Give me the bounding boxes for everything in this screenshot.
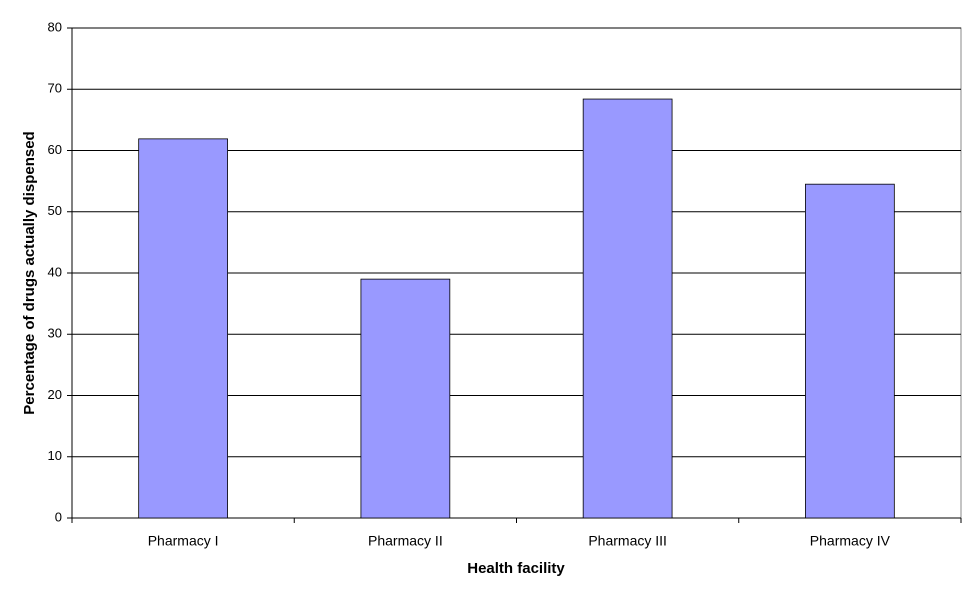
bar [360, 278, 451, 519]
y-axis-title: Percentage of drugs actually dispensed [21, 131, 38, 414]
x-tick-label: Pharmacy II [368, 533, 443, 549]
y-tick-label: 40 [48, 264, 62, 279]
y-tick-label: 0 [55, 509, 62, 524]
y-tick-label: 80 [48, 19, 62, 34]
x-tick-label: Pharmacy I [148, 533, 219, 549]
x-tick-label: Pharmacy IV [810, 533, 891, 549]
y-tick-label: 60 [48, 142, 62, 157]
y-tick-label: 50 [48, 203, 62, 218]
x-tick-label: Pharmacy III [588, 533, 667, 549]
y-tick-label: 70 [48, 81, 62, 96]
bar [138, 138, 228, 519]
bar [582, 98, 673, 519]
x-axis-title: Health facility [467, 560, 565, 577]
y-tick-label: 20 [48, 387, 62, 402]
y-tick-label: 30 [48, 326, 62, 341]
y-tick-label: 10 [48, 448, 62, 463]
bar [805, 183, 895, 519]
